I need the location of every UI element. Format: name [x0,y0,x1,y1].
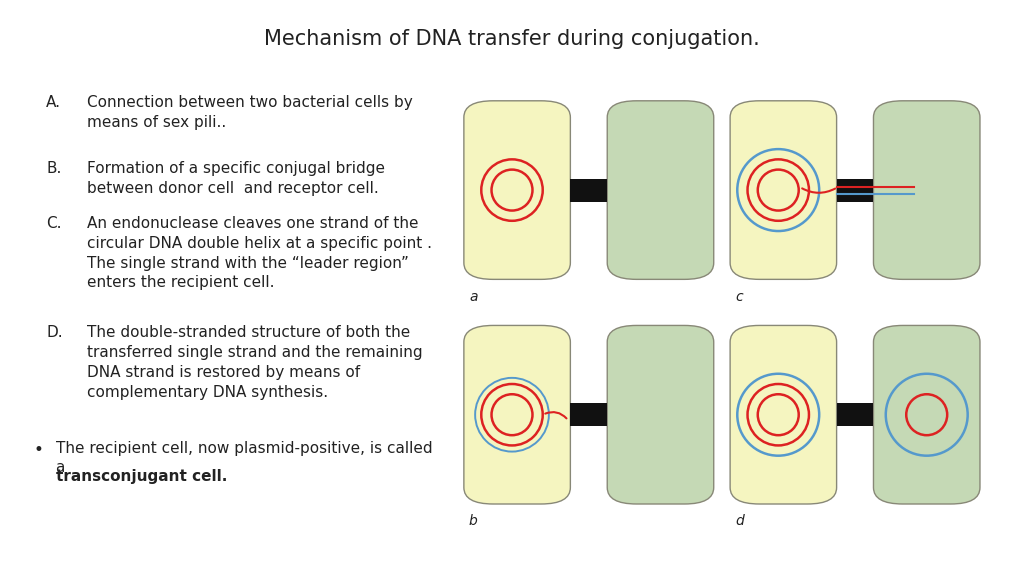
Bar [837,179,873,202]
Text: a: a [469,290,477,304]
FancyBboxPatch shape [730,325,837,504]
Bar [570,403,607,426]
Text: •: • [34,441,44,458]
Text: D.: D. [46,325,62,340]
Text: The recipient cell, now plasmid-positive, is called
a: The recipient cell, now plasmid-positive… [56,441,433,475]
Text: transconjugant cell.: transconjugant cell. [56,469,227,484]
Text: B.: B. [46,161,61,176]
FancyBboxPatch shape [464,325,570,504]
Text: b: b [469,514,478,528]
Text: An endonuclease cleaves one strand of the
circular DNA double helix at a specifi: An endonuclease cleaves one strand of th… [87,216,432,290]
FancyBboxPatch shape [464,101,570,279]
Text: C.: C. [46,216,61,231]
FancyBboxPatch shape [607,325,714,504]
FancyBboxPatch shape [873,101,980,279]
Bar [837,403,873,426]
Text: Connection between two bacterial cells by
means of sex pili..: Connection between two bacterial cells b… [87,95,413,130]
FancyBboxPatch shape [873,325,980,504]
Text: The double-stranded structure of both the
transferred single strand and the rema: The double-stranded structure of both th… [87,325,423,400]
FancyBboxPatch shape [730,101,837,279]
Bar [570,179,607,202]
Text: Formation of a specific conjugal bridge
between donor cell  and receptor cell.: Formation of a specific conjugal bridge … [87,161,385,196]
Text: c: c [735,290,742,304]
FancyBboxPatch shape [607,101,714,279]
Text: Mechanism of DNA transfer during conjugation.: Mechanism of DNA transfer during conjuga… [264,29,760,49]
Text: d: d [735,514,744,528]
Text: A.: A. [46,95,61,110]
